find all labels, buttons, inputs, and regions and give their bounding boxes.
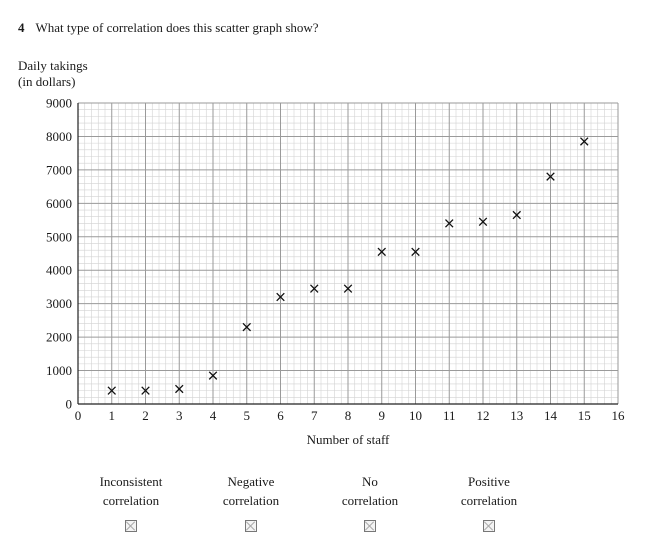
question: 4 What type of correlation does this sca… (18, 20, 319, 36)
x-tick-label: 1 (109, 408, 116, 423)
x-tick-label: 13 (510, 408, 523, 423)
option-label-line2: correlation (341, 493, 399, 508)
option-label-line2: correlation (102, 493, 160, 508)
x-tick-label: 9 (379, 408, 386, 423)
data-point (411, 247, 420, 257)
option-label-line1: Inconsistent (99, 474, 163, 489)
x-tick-label: 0 (75, 408, 82, 423)
data-point (174, 384, 184, 394)
y-tick-label: 3000 (46, 296, 72, 311)
x-tick-label: 7 (311, 408, 318, 423)
data-point (377, 247, 387, 257)
x-tick-label: 8 (345, 408, 352, 423)
x-tick-label: 11 (443, 408, 456, 423)
y-tick-label: 2000 (46, 330, 72, 345)
data-point (276, 292, 285, 302)
option-label-line1: Negative (227, 474, 275, 489)
y-tick-label: 4000 (46, 263, 72, 278)
y-tick-label: 0 (66, 397, 73, 412)
data-point (309, 284, 319, 293)
x-tick-label: 5 (244, 408, 251, 423)
option-label-line2: correlation (222, 493, 280, 508)
checkbox[interactable] (125, 520, 137, 532)
x-tick-label: 4 (210, 408, 217, 423)
y-tick-label: 7000 (46, 162, 72, 177)
x-tick-label: 15 (578, 408, 591, 423)
checkbox[interactable] (245, 520, 257, 532)
data-point (242, 322, 252, 332)
data-point (141, 386, 150, 395)
x-tick-label: 3 (176, 408, 183, 423)
option-positive-correlation[interactable]: Positive correlation (434, 472, 544, 537)
y-tick-label: 8000 (46, 129, 72, 144)
option-label-line1: Positive (468, 474, 510, 489)
y-axis-label: Daily takings (in dollars) (18, 58, 88, 90)
y-tick-label: 1000 (46, 363, 72, 378)
x-axis-label: Number of staff (307, 432, 390, 447)
data-point (579, 137, 589, 146)
question-number: 4 (18, 20, 25, 35)
x-tick-label: 14 (544, 408, 558, 423)
checkbox[interactable] (364, 520, 376, 532)
x-tick-label: 2 (142, 408, 149, 423)
option-no-correlation[interactable]: No correlation (315, 472, 425, 537)
data-point (512, 210, 522, 220)
option-label-line1: No (362, 474, 378, 489)
data-point (478, 217, 488, 226)
checkbox[interactable] (483, 520, 495, 532)
option-inconsistent-correlation[interactable]: Inconsistent correlation (76, 472, 186, 537)
y-axis-label-line1: Daily takings (18, 58, 88, 73)
data-point (208, 371, 218, 380)
scatter-chart: 0 1 2 3 4 5 6 7 8 9 10 11 12 13 14 15 160100020003000400… (46, 96, 626, 448)
y-tick-label: 5000 (46, 229, 72, 244)
data-point (546, 172, 555, 181)
option-label-line2: correlation (460, 493, 518, 508)
data-point (343, 284, 353, 293)
y-tick-label: 6000 (46, 196, 72, 211)
y-axis-label-line2: (in dollars) (18, 74, 76, 89)
data-point (107, 386, 117, 395)
x-tick-label: 16 (612, 408, 626, 423)
option-negative-correlation[interactable]: Negative correlation (196, 472, 306, 537)
x-tick-label: 10 (409, 408, 422, 423)
x-tick-label: 6 (277, 408, 284, 423)
x-tick-label: 12 (477, 408, 490, 423)
y-tick-label: 9000 (46, 96, 72, 111)
question-text: What type of correlation does this scatt… (35, 20, 319, 35)
data-point (444, 219, 454, 228)
